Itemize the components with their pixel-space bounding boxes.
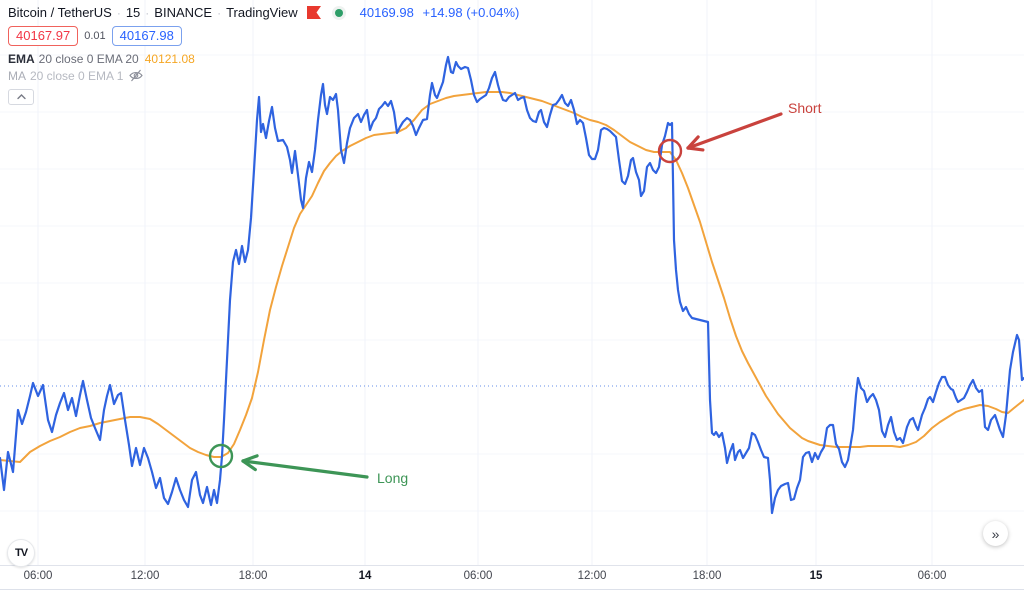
last-price-value: 40169.98 (359, 5, 414, 20)
short-arrowhead (686, 146, 705, 152)
spread-value: 0.01 (84, 30, 106, 42)
time-axis-label: 06:00 (917, 570, 947, 582)
indicator-value: 40121.08 (144, 51, 195, 66)
separator: · (116, 5, 121, 20)
time-axis-label: 12:00 (130, 570, 160, 582)
long-arrowhead (241, 454, 259, 463)
long-arrowhead (241, 459, 257, 472)
eye-off-icon[interactable] (129, 69, 144, 82)
ask-price-button[interactable]: 40167.98 (111, 26, 182, 46)
indicator-name: MA (8, 68, 26, 83)
indicator-name: EMA (8, 51, 35, 66)
symbol-name[interactable]: Bitcoin / TetherUS (8, 5, 112, 20)
time-axis-label: 14 (358, 570, 372, 582)
quote-display: 40169.98 +14.98 (+0.04%) (360, 5, 520, 20)
market-status-icon (334, 8, 343, 17)
brand-name: TradingView (226, 5, 298, 20)
flag-logo-icon (306, 6, 321, 19)
long-arrow (241, 459, 369, 479)
separator: · (217, 5, 222, 20)
ema-line (0, 91, 1024, 463)
time-axis-label: 18:00 (692, 570, 722, 582)
tradingview-logo-button[interactable]: TV (7, 539, 35, 567)
double-chevron-right-icon: » (991, 525, 1000, 542)
time-axis-label: 18:00 (238, 570, 268, 582)
short-entry-circle[interactable] (657, 138, 683, 164)
short-arrowhead (686, 135, 700, 150)
time-axis-label: 12:00 (577, 570, 607, 582)
scroll-to-realtime-button[interactable]: » (983, 521, 1008, 546)
indicator-row-ma[interactable]: MA 20 close 0 EMA 1 (8, 68, 519, 83)
bid-price-button[interactable]: 40167.97 (8, 26, 79, 46)
price-line (0, 55, 1024, 515)
exchange-name[interactable]: BINANCE (154, 5, 213, 20)
price-chart-canvas[interactable] (0, 0, 1024, 565)
long-label[interactable]: Long (377, 470, 409, 486)
symbol-row: Bitcoin / TetherUS · 15 · BINANCE · Trad… (8, 4, 519, 21)
short-arrow (686, 112, 783, 150)
time-axis-label: 15 (809, 570, 823, 582)
separator: · (145, 5, 150, 20)
price-change-value: +14.98 (+0.04%) (422, 5, 520, 20)
time-axis[interactable]: 06:00 12:00 18:00 14 06:00 12:00 18:00 15 06:00 (0, 565, 1024, 590)
time-axis-label: 06:00 (23, 570, 53, 582)
time-axis-label: 06:00 (463, 570, 493, 582)
short-label[interactable]: Short (788, 100, 822, 116)
indicator-params: 20 close 0 EMA 1 (30, 68, 124, 83)
indicator-params: 20 close 0 EMA 20 (38, 51, 139, 66)
interval-value[interactable]: 15 (125, 5, 141, 20)
long-entry-circle[interactable] (208, 443, 234, 469)
collapse-indicators-button[interactable] (8, 89, 34, 105)
chart-legend: Bitcoin / TetherUS · 15 · BINANCE · Trad… (8, 4, 519, 105)
indicator-row-ema[interactable]: EMA 20 close 0 EMA 20 40121.08 (8, 51, 519, 66)
order-row: 40167.97 0.01 40167.98 (8, 26, 519, 46)
chevron-up-icon (16, 94, 26, 100)
